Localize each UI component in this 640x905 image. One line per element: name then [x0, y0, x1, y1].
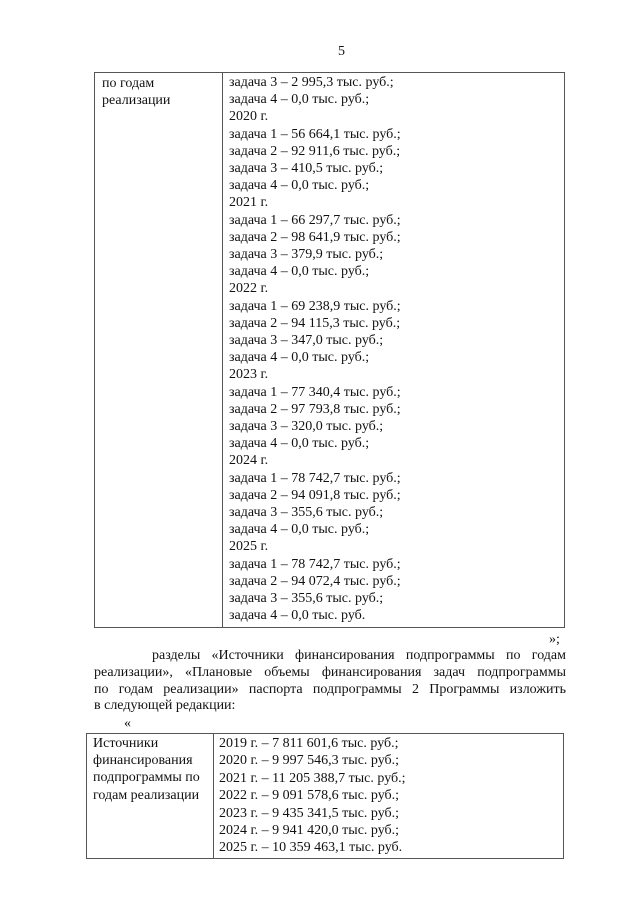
- paragraph-line: реализации», «Плановые объемы финансиров…: [94, 664, 566, 680]
- cell-line: задача 2 – 98 641,9 тыс. руб.;: [229, 229, 401, 245]
- cell-line: 2021 г. – 11 205 388,7 тыс. руб.;: [219, 770, 406, 786]
- cell-line: 2022 г. – 9 091 578,6 тыс. руб.;: [219, 788, 400, 804]
- cell-line: 2019 г. – 7 811 601,6 тыс. руб.;: [219, 736, 399, 751]
- cell-line: задача 4 – 0,0 тыс. руб.;: [229, 178, 370, 194]
- cell-line: задача 3 – 355,6 тыс. руб.;: [229, 505, 384, 521]
- cell-line: 2022 г.: [229, 281, 269, 297]
- cell-line: задача 1 – 69 238,9 тыс. руб.;: [229, 298, 401, 314]
- cell-line: 2020 г. – 9 997 546,3 тыс. руб.;: [219, 753, 400, 769]
- cell-line: финансирования: [93, 753, 193, 769]
- table-label-cell: Источники финансирования подпрограммы по го…: [87, 734, 214, 858]
- cell-line: задача 2 – 97 793,8 тыс. руб.;: [229, 401, 401, 417]
- cell-line: задача 4 – 0,0 тыс. руб.;: [229, 350, 370, 366]
- cell-line: 2020 г.: [229, 109, 269, 125]
- cell-line: задача 3 – 379,9 тыс. руб.;: [229, 247, 384, 263]
- funding-sources-table: Источники финансирования подпрограммы по го…: [86, 733, 564, 859]
- cell-line: по годам: [102, 76, 155, 91]
- cell-line: задача 4 – 0,0 тыс. руб.;: [229, 522, 370, 538]
- table-value-cell: 2019 г. – 7 811 601,6 тыс. руб.; 2020 г. …: [219, 735, 406, 857]
- cell-line: задача 2 – 94 115,3 тыс. руб.;: [229, 315, 401, 331]
- cell-line: задача 3 – 410,5 тыс. руб.;: [229, 161, 384, 177]
- cell-line: Источники: [93, 736, 159, 751]
- cell-line: задача 4 – 0,0 тыс. руб.: [229, 608, 366, 624]
- cell-line: задача 1 – 77 340,4 тыс. руб.;: [229, 384, 401, 400]
- paragraph-line: разделы «Источники финансирования подпро…: [152, 648, 566, 663]
- cell-line: задача 1 – 56 664,1 тыс. руб.;: [229, 126, 401, 142]
- cell-line: 2025 г.: [229, 539, 269, 555]
- cell-line: задача 2 – 94 072,4 тыс. руб.;: [229, 573, 401, 589]
- cell-line: 2023 г.: [229, 367, 269, 383]
- cell-line: задача 4 – 0,0 тыс. руб.;: [229, 92, 370, 108]
- cell-line: задача 2 – 92 911,6 тыс. руб.;: [229, 143, 401, 159]
- page-number: 5: [338, 44, 345, 59]
- opening-quote: «: [124, 716, 131, 731]
- cell-line: 2023 г. – 9 435 341,5 тыс. руб.;: [219, 805, 400, 821]
- closing-quote: »;: [549, 632, 560, 647]
- cell-line: задача 3 – 2 995,3 тыс. руб.;: [229, 75, 394, 90]
- table-label-cell: по годам реализации: [95, 73, 223, 627]
- cell-line: задача 4 – 0,0 тыс. руб.;: [229, 436, 370, 452]
- cell-line: задача 1 – 78 742,7 тыс. руб.;: [229, 470, 401, 486]
- cell-line: задача 3 – 320,0 тыс. руб.;: [229, 419, 384, 435]
- cell-line: задача 2 – 94 091,8 тыс. руб.;: [229, 487, 401, 503]
- cell-line: задача 1 – 78 742,7 тыс. руб.;: [229, 556, 401, 572]
- cell-line: задача 3 – 347,0 тыс. руб.;: [229, 333, 384, 349]
- paragraph-line: по годам реализации» паспорта подпрограм…: [94, 681, 566, 697]
- cell-line: задача 3 – 355,6 тыс. руб.;: [229, 591, 384, 607]
- cell-line: подпрограммы по: [93, 770, 200, 786]
- cell-line: задача 1 – 66 297,7 тыс. руб.;: [229, 212, 401, 228]
- amendment-paragraph: разделы «Источники финансирования подпро…: [94, 648, 566, 715]
- cell-line: 2024 г.: [229, 453, 269, 469]
- funding-tasks-table: по годам реализации задача 3 – 2 995,3 ты…: [94, 72, 565, 628]
- cell-line: задача 4 – 0,0 тыс. руб.;: [229, 264, 370, 280]
- cell-line: 2024 г. – 9 941 420,0 тыс. руб.;: [219, 823, 400, 839]
- paragraph-line: в следующей редакции:: [94, 698, 236, 714]
- cell-line: 2021 г.: [229, 195, 269, 211]
- cell-line: годам реализации: [93, 787, 200, 803]
- table-value-cell: задача 3 – 2 995,3 тыс. руб.; задача 4 – …: [229, 74, 401, 625]
- cell-line: 2025 г. – 10 359 463,1 тыс. руб.: [219, 840, 403, 856]
- cell-line: реализации: [102, 93, 171, 109]
